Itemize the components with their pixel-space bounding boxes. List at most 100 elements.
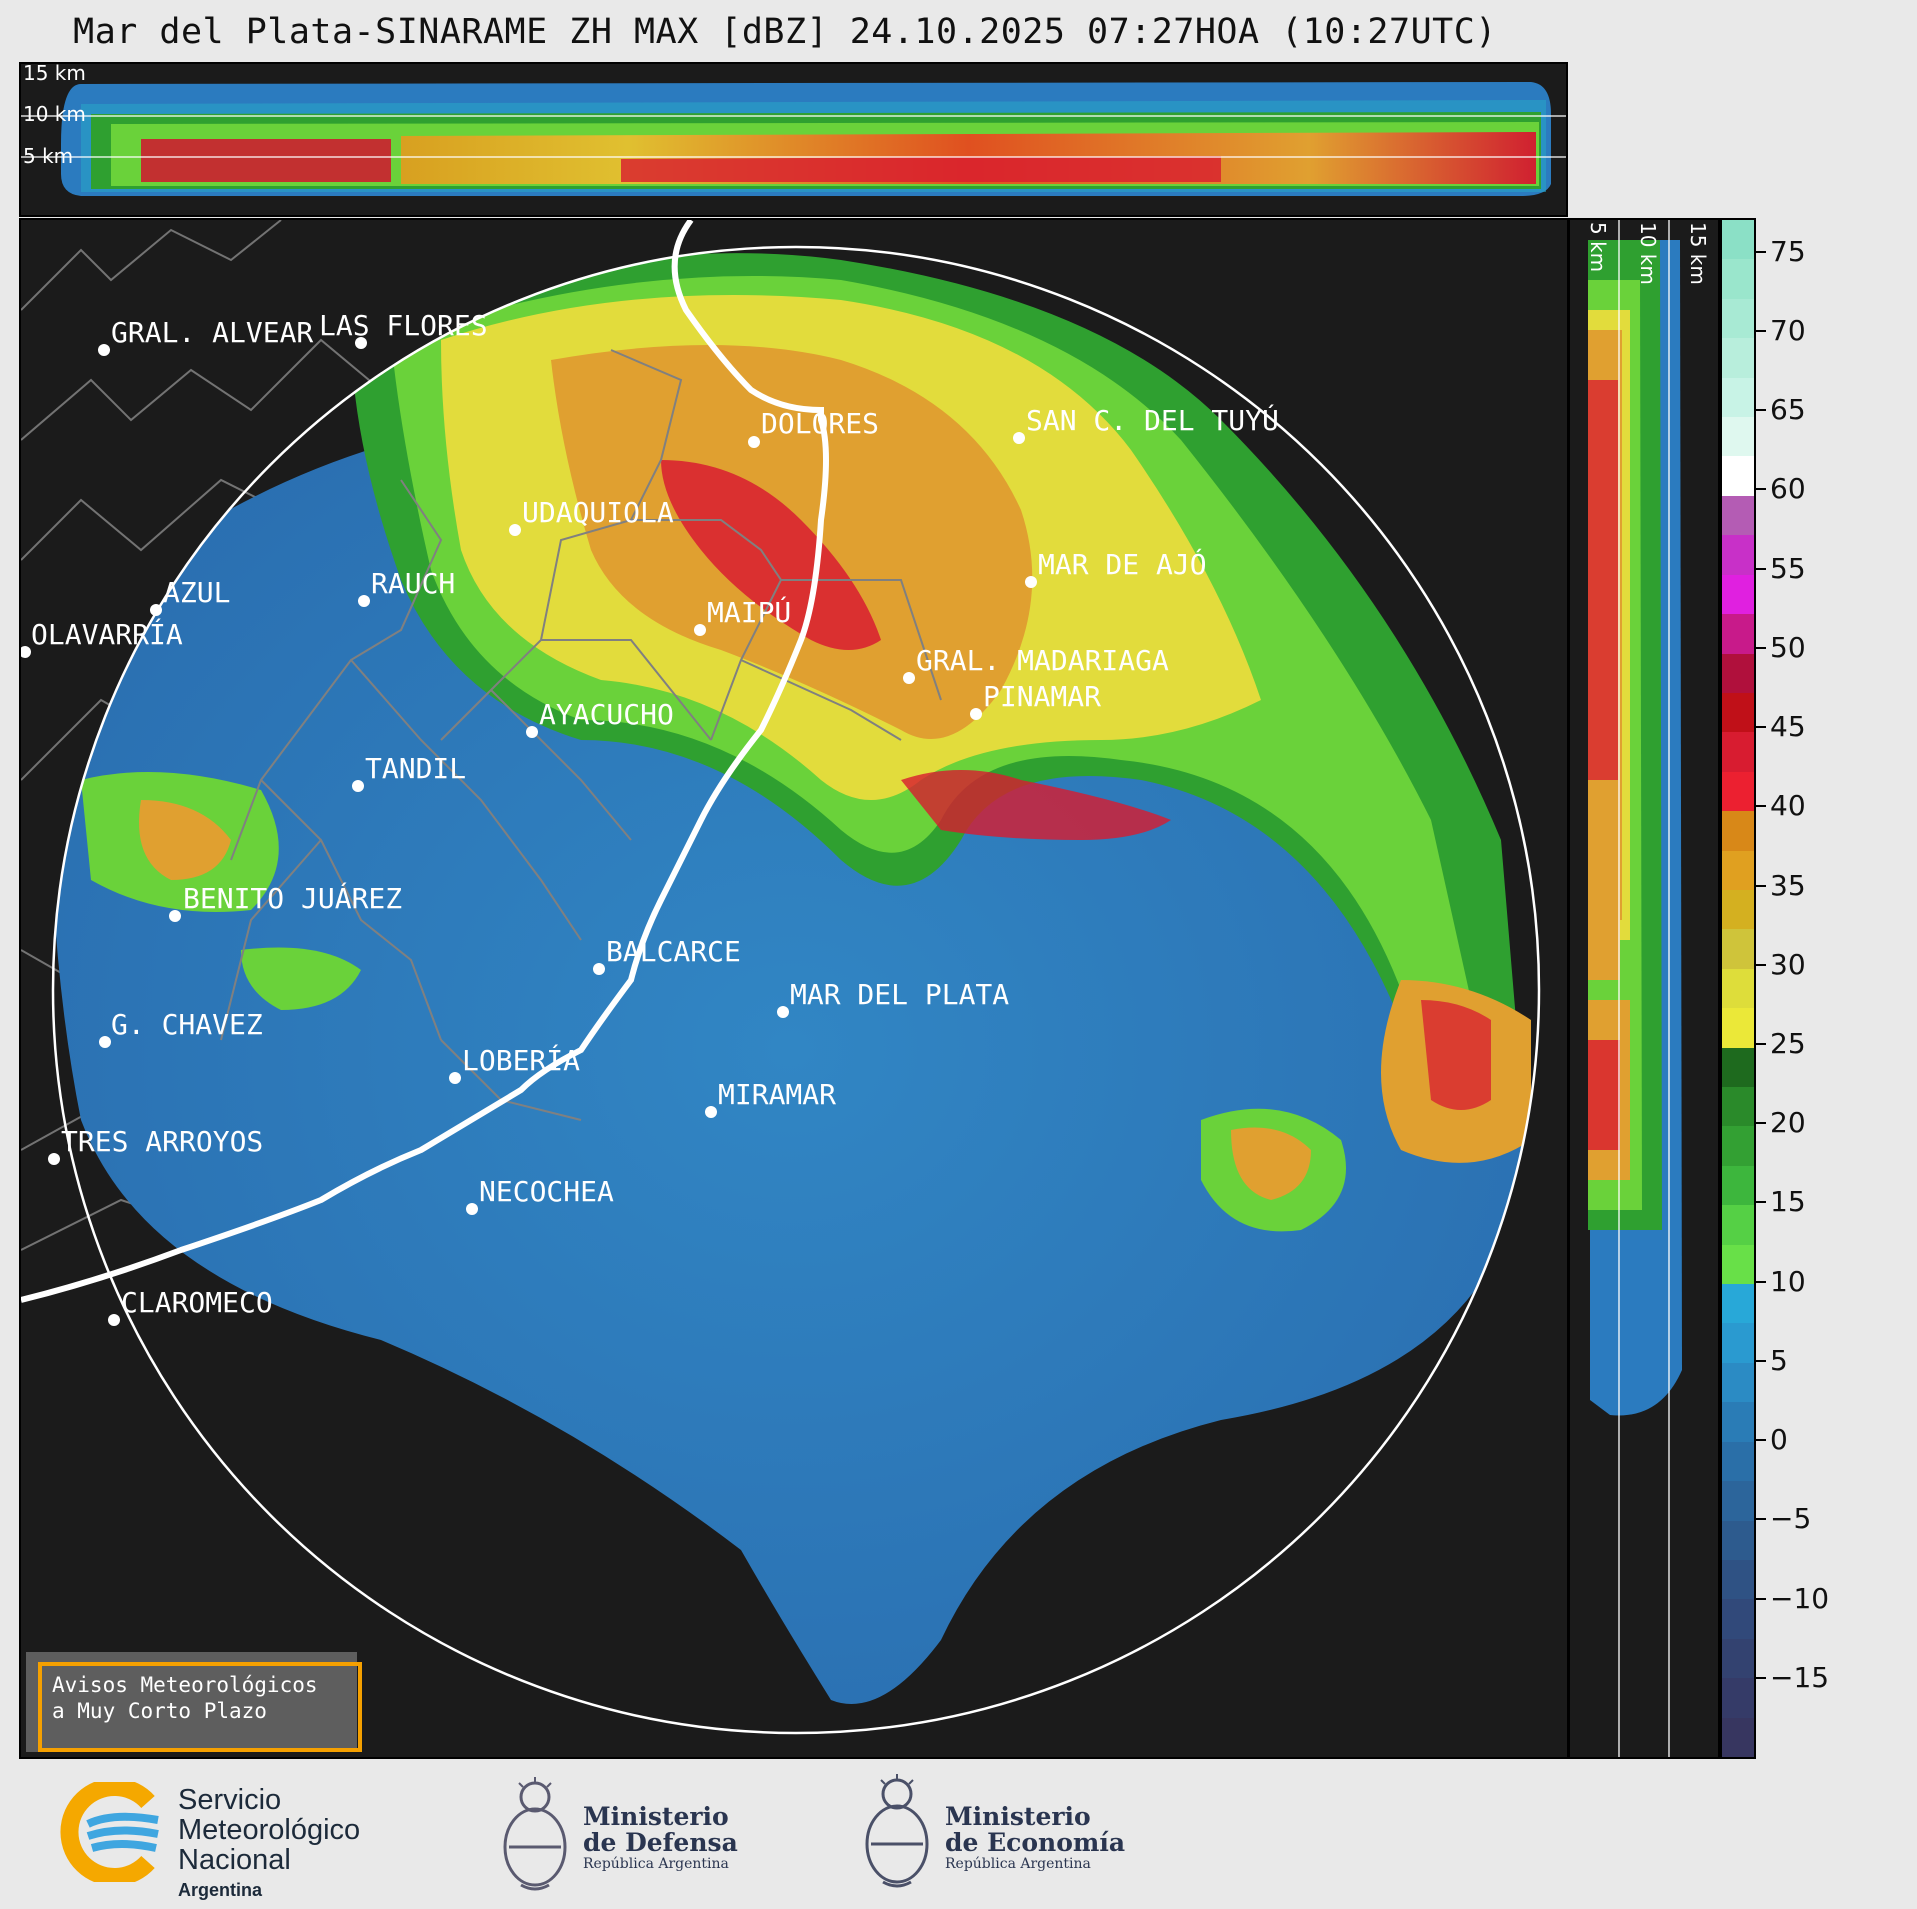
economia-line-2: de Economía [945,1828,1126,1857]
colorbar-tick [1756,567,1766,570]
badge-line-1: Avisos Meteorológicos [52,1673,318,1697]
warning-badge-text: Avisos Meteorológicos a Muy Corto Plazo [38,1662,362,1752]
city-label: GRAL. MADARIAGA [916,644,1169,677]
smn-line-3: Nacional [178,1844,291,1876]
city-label: SAN C. DEL TUYÚ [1026,404,1279,437]
colorbar-segment [1722,1165,1754,1207]
city-label: UDAQUIOLA [522,496,674,529]
colorbar-segment [1722,1362,1754,1404]
colorbar-segment [1722,495,1754,537]
economia-logo-text: Ministerio de Economía República Argenti… [945,1802,1126,1873]
colorbar-tick-label: 25 [1770,1026,1806,1060]
colorbar-segment [1722,850,1754,891]
smn-logo-text: Servicio Meteorológico Nacional Argentin… [178,1785,360,1905]
colorbar-segment [1722,1126,1754,1167]
defensa-line-3: República Argentina [583,1856,729,1872]
colorbar-segment [1722,771,1754,813]
city-label: TRES ARROYOS [61,1125,264,1158]
chart-title: Mar del Plata-SINARAME ZH MAX [dBZ] 24.1… [73,12,1497,52]
top-altitude-label-10: 10 km [23,102,86,126]
colorbar-tick-label: 10 [1770,1264,1806,1298]
warning-badge: Avisos Meteorológicos a Muy Corto Plazo [26,1652,362,1752]
colorbar-tick-label: 5 [1770,1343,1788,1377]
colorbar-segment [1722,653,1754,694]
economia-line-3: República Argentina [945,1856,1091,1872]
colorbar-tick-label: −10 [1770,1581,1830,1615]
colorbar-segment [1722,1638,1754,1680]
colorbar-tick-label: −5 [1770,1502,1812,1536]
city-label: AYACUCHO [539,698,674,731]
colorbar-tick-label: 65 [1770,393,1806,427]
colorbar-tick-label: 20 [1770,1106,1806,1140]
colorbar-segment [1722,1087,1754,1128]
right-altitude-label-5: 5 km [1586,222,1610,273]
colorbar-tick-label: 40 [1770,789,1806,823]
defensa-line-1: Ministerio [583,1802,729,1831]
colorbar-tick-label: 75 [1770,234,1806,268]
city-label: MAIPÚ [707,596,792,629]
badge-line-2: a Muy Corto Plazo [52,1699,267,1723]
colorbar-segment [1722,456,1754,497]
economia-line-1: Ministerio [945,1802,1091,1831]
radar-map-graphic [21,220,1541,1735]
colorbar-tick-label: 15 [1770,1185,1806,1219]
colorbar-tick [1756,1042,1766,1045]
colorbar-segment [1722,968,1754,1010]
colorbar-tick [1756,409,1766,412]
colorbar-tick [1756,1201,1766,1204]
city-label: NECOCHEA [479,1175,614,1208]
city-label: DOLORES [761,407,880,440]
colorbar-segment [1722,1284,1754,1325]
smn-line-1: Servicio [178,1784,282,1816]
colorbar-tick [1756,884,1766,887]
city-label: MAR DE AJÓ [1038,548,1207,581]
colorbar-tick [1756,1280,1766,1283]
colorbar-segment [1722,614,1754,655]
colorbar-tick [1756,1676,1766,1679]
colorbar-segment [1722,732,1754,773]
colorbar-segment [1722,1008,1754,1049]
colorbar-segment [1722,1559,1754,1601]
colorbar-tick-label: −15 [1770,1660,1830,1694]
right-altitude-label-10: 10 km [1636,222,1660,285]
city-label: CLAROMECO [121,1286,273,1319]
colorbar-tick [1756,488,1766,491]
colorbar-segment [1722,259,1754,300]
defensa-line-2: de Defensa [583,1828,738,1857]
right-cross-section-panel: 5 km 10 km 15 km [1568,218,1720,1759]
colorbar-tick-label: 70 [1770,313,1806,347]
colorbar-segment [1722,1323,1754,1364]
colorbar-segment [1722,1047,1754,1089]
economia-coat-of-arms-icon [865,1774,929,1888]
colorbar-segment [1722,1520,1754,1561]
city-label: TANDIL [365,752,467,785]
colorbar-segment [1722,1599,1754,1640]
city-label: MIRAMAR [718,1078,837,1111]
city-label: RAUCH [371,567,456,600]
city-label: AZUL [163,576,231,609]
city-label: LOBERÍA [462,1044,581,1077]
colorbar-tick-label: 55 [1770,551,1806,585]
colorbar-segment [1722,692,1754,734]
colorbar-segment [1722,889,1754,931]
colorbar-segment [1722,929,1754,970]
colorbar-segment [1722,220,1754,261]
colorbar-tick [1756,1597,1766,1600]
colorbar-tick [1756,250,1766,253]
colorbar-tick-label: 30 [1770,947,1806,981]
colorbar-tick-label: 0 [1770,1423,1788,1457]
colorbar-segment [1722,417,1754,458]
top-cross-section-panel: 15 km 10 km 5 km [19,61,1568,217]
city-label: BALCARCE [606,935,741,968]
colorbar-tick [1756,329,1766,332]
top-altitude-label-5: 5 km [23,144,74,168]
defensa-coat-of-arms-icon [503,1777,567,1891]
city-label: MAR DEL PLATA [790,978,1010,1011]
colorbar-tick-label: 45 [1770,710,1806,744]
defensa-logo-text: Ministerio de Defensa República Argentin… [583,1802,738,1873]
colorbar-tick [1756,1518,1766,1521]
city-label: PINAMAR [983,680,1102,713]
colorbar-tick [1756,1122,1766,1125]
colorbar-segment [1722,535,1754,576]
radar-map-panel: GRAL. ALVEAR LAS FLORES DOLORES SAN C. DEL … [19,218,1569,1759]
